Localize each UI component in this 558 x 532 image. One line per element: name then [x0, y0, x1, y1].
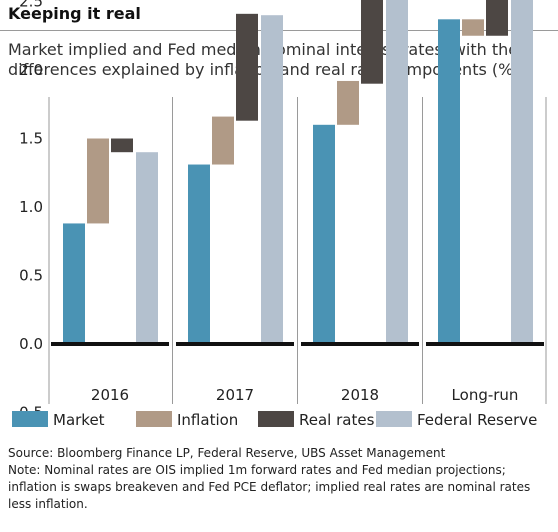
- legend-swatch: [258, 411, 294, 427]
- legend-label: Real rates: [299, 411, 375, 429]
- inflation-bar: [337, 80, 359, 125]
- category-label: 2018: [341, 386, 379, 404]
- legend-label: Market: [53, 411, 105, 429]
- legend-swatch: [136, 411, 172, 427]
- legend-label: Federal Reserve: [417, 411, 537, 429]
- inflation-bar: [212, 116, 234, 165]
- legend-swatch: [12, 411, 48, 427]
- federal-reserve-bar: [386, 0, 408, 345]
- y-tick-label: 2.5: [19, 0, 43, 11]
- real-rates-bar: [236, 13, 258, 121]
- federal-reserve-bar: [511, 0, 533, 344]
- category-label: Long-run: [452, 386, 519, 404]
- source-line: Source: Bloomberg Finance LP, Federal Re…: [8, 446, 446, 460]
- federal-reserve-bar: [136, 152, 158, 344]
- category-label: 2017: [216, 386, 254, 404]
- y-tick-label: 1.0: [19, 198, 43, 216]
- y-tick-label: 1.5: [19, 130, 43, 148]
- y-tick-label: 0.0: [19, 335, 43, 353]
- market-bar: [63, 223, 85, 344]
- inflation-bar: [462, 19, 484, 36]
- market-bar: [188, 164, 210, 344]
- inflation-bar: [87, 138, 109, 224]
- market-bar: [438, 19, 460, 345]
- y-tick-label: 0.5: [19, 267, 43, 285]
- legend-label: Inflation: [177, 411, 238, 429]
- market-bar: [313, 124, 335, 344]
- y-tick-label: 2.0: [19, 61, 43, 79]
- category-label: 2016: [91, 386, 129, 404]
- legend-swatch: [376, 411, 412, 427]
- source-notes: Source: Bloomberg Finance LP, Federal Re…: [8, 445, 554, 513]
- federal-reserve-bar: [261, 15, 283, 344]
- real-rates-bar: [361, 0, 383, 84]
- real-rates-bar: [486, 0, 508, 36]
- real-rates-bar: [111, 138, 133, 153]
- chart-title: Keeping it real: [8, 4, 141, 23]
- note-line: Note: Nominal rates are OIS implied 1m f…: [8, 463, 531, 511]
